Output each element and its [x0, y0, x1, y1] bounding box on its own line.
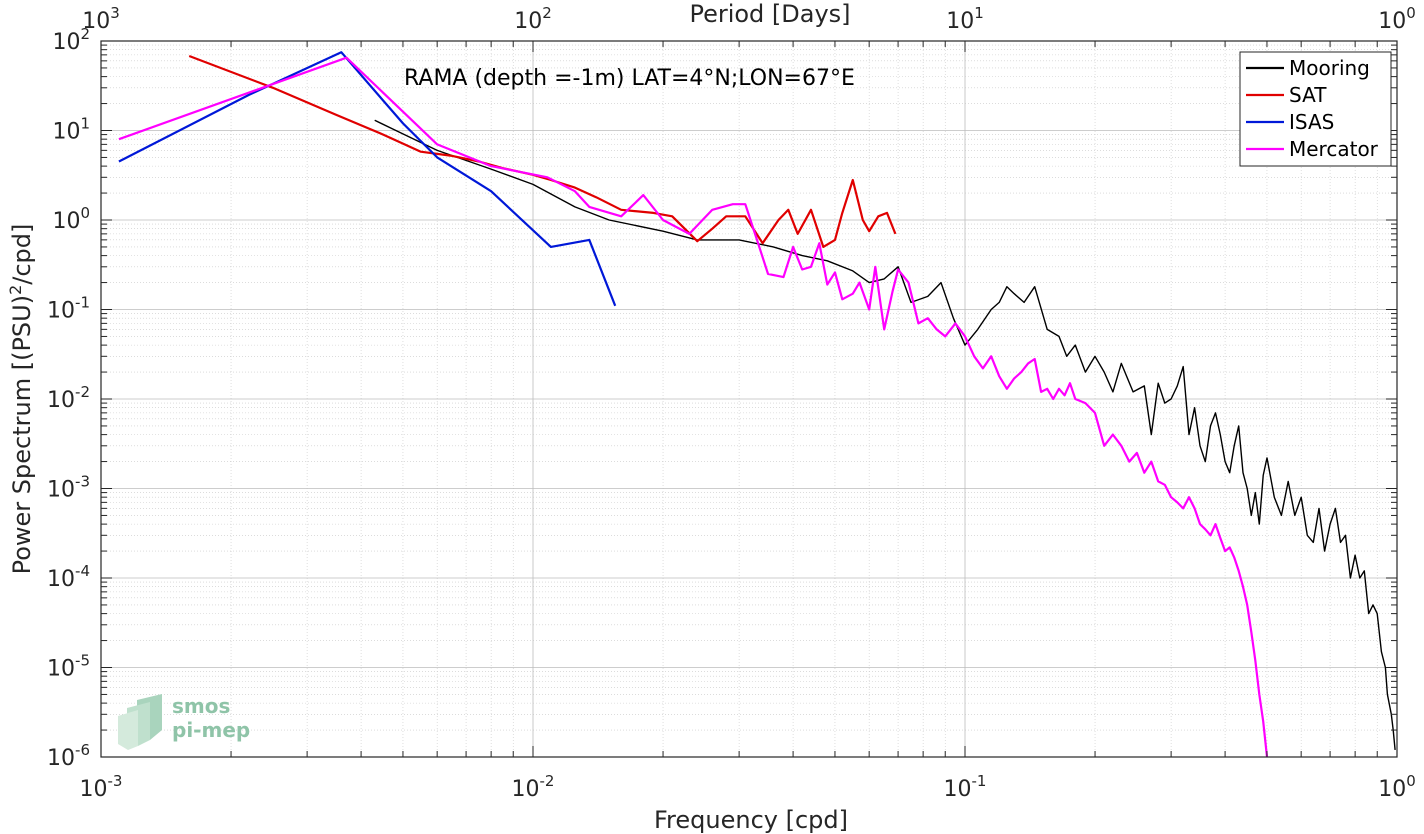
y-tick-label-base: 10 — [52, 30, 80, 55]
y-axis-title-sup: 2 — [6, 285, 25, 295]
y-tick-label-exponent: 1 — [80, 115, 90, 133]
top-tick-label: 103 — [82, 4, 120, 34]
logo-text-smos: smos — [172, 694, 230, 718]
top-tick-label-base: 10 — [514, 9, 542, 34]
y-axis-title: Power Spectrum [(PSU)2/cpd] — [6, 224, 36, 575]
y-tick-label-exponent: -4 — [75, 562, 90, 580]
y-tick-label: 10-5 — [47, 652, 90, 682]
y-axis-title-tail: /cpd] — [8, 224, 36, 285]
legend-label-sat: SAT — [1289, 83, 1327, 107]
y-tick-label: 10-4 — [47, 562, 90, 592]
x-tick-label-base: 10 — [944, 777, 972, 802]
series-line-sat — [188, 54, 897, 248]
top-tick-label-exponent: 1 — [974, 4, 984, 22]
top-tick-labels: 103 102 101 100 — [82, 4, 1416, 34]
y-tick-label: 10-3 — [47, 473, 90, 503]
top-tick-label: 100 — [1378, 4, 1416, 34]
y-tick-label-exponent: 0 — [80, 204, 90, 222]
axis-ticks — [100, 40, 1398, 758]
top-tick-label-exponent: 2 — [542, 4, 552, 22]
top-tick-label-exponent: 3 — [110, 4, 120, 22]
top-tick-label: 101 — [946, 4, 984, 34]
x-tick-labels: 10-3 10-2 10-1 100 — [80, 772, 1416, 802]
y-tick-label-base: 10 — [47, 299, 75, 324]
x-tick-label-exponent: -1 — [972, 772, 987, 790]
top-tick-label-base: 10 — [82, 9, 110, 34]
legend-items: Mooring SAT ISAS Mercator — [1246, 56, 1379, 161]
y-tick-label-exponent: 2 — [80, 25, 90, 43]
x-tick-label-base: 10 — [512, 777, 540, 802]
y-tick-label-base: 10 — [47, 746, 75, 771]
y-axis-title-main: Power Spectrum [(PSU) — [8, 295, 36, 574]
x-tick-label-exponent: -3 — [108, 772, 123, 790]
legend: Mooring SAT ISAS Mercator — [1239, 51, 1392, 167]
series-layer — [118, 51, 1396, 758]
x-tick-label: 10-2 — [512, 772, 555, 802]
series-line-mercator — [118, 56, 1269, 758]
chart-annotation: RAMA (depth =-1m) LAT=4°N;LON=67°E — [404, 66, 855, 91]
top-tick-label-base: 10 — [1378, 9, 1406, 34]
y-tick-label-exponent: -5 — [75, 652, 90, 670]
y-tick-label: 101 — [52, 115, 90, 145]
top-tick-label-base: 10 — [946, 9, 974, 34]
x-axis-title: Frequency [cpd] — [654, 806, 848, 834]
y-tick-label: 10-1 — [47, 294, 90, 324]
top-tick-label: 102 — [514, 4, 552, 34]
y-tick-label-base: 10 — [52, 209, 80, 234]
y-tick-label-base: 10 — [52, 120, 80, 145]
y-tick-label: 10-2 — [47, 383, 90, 413]
legend-label-isas: ISAS — [1289, 110, 1334, 134]
logo-text-pi-mep: pi-mep — [172, 718, 250, 742]
y-tick-label: 10-6 — [47, 741, 90, 771]
x-tick-label: 100 — [1378, 772, 1416, 802]
y-tick-label-exponent: -6 — [75, 741, 90, 759]
y-tick-label: 100 — [52, 204, 90, 234]
legend-box — [1239, 51, 1392, 167]
legend-label-mooring: Mooring — [1289, 56, 1370, 80]
x-tick-label-base: 10 — [80, 777, 108, 802]
x-tick-label-exponent: 0 — [1406, 772, 1416, 790]
y-tick-label-base: 10 — [47, 567, 75, 592]
y-tick-label-exponent: -3 — [75, 473, 90, 491]
y-tick-label-base: 10 — [47, 657, 75, 682]
y-tick-label: 102 — [52, 25, 90, 55]
legend-label-mercator: Mercator — [1289, 137, 1379, 161]
smos-pi-mep-logo: smos pi-mep — [118, 694, 250, 750]
x-tick-label-exponent: -2 — [540, 772, 555, 790]
x-tick-label: 10-1 — [944, 772, 987, 802]
top-axis-title: Period [Days] — [689, 0, 850, 28]
y-tick-label-exponent: -2 — [75, 383, 90, 401]
logo-wave-front — [118, 710, 138, 750]
series-line-mooring — [374, 119, 1396, 750]
y-tick-label-base: 10 — [47, 478, 75, 503]
x-tick-label-base: 10 — [1378, 777, 1406, 802]
y-tick-label-base: 10 — [47, 388, 75, 413]
y-tick-label-exponent: -1 — [75, 294, 90, 312]
top-tick-label-exponent: 0 — [1406, 4, 1416, 22]
x-tick-label: 10-3 — [80, 772, 123, 802]
